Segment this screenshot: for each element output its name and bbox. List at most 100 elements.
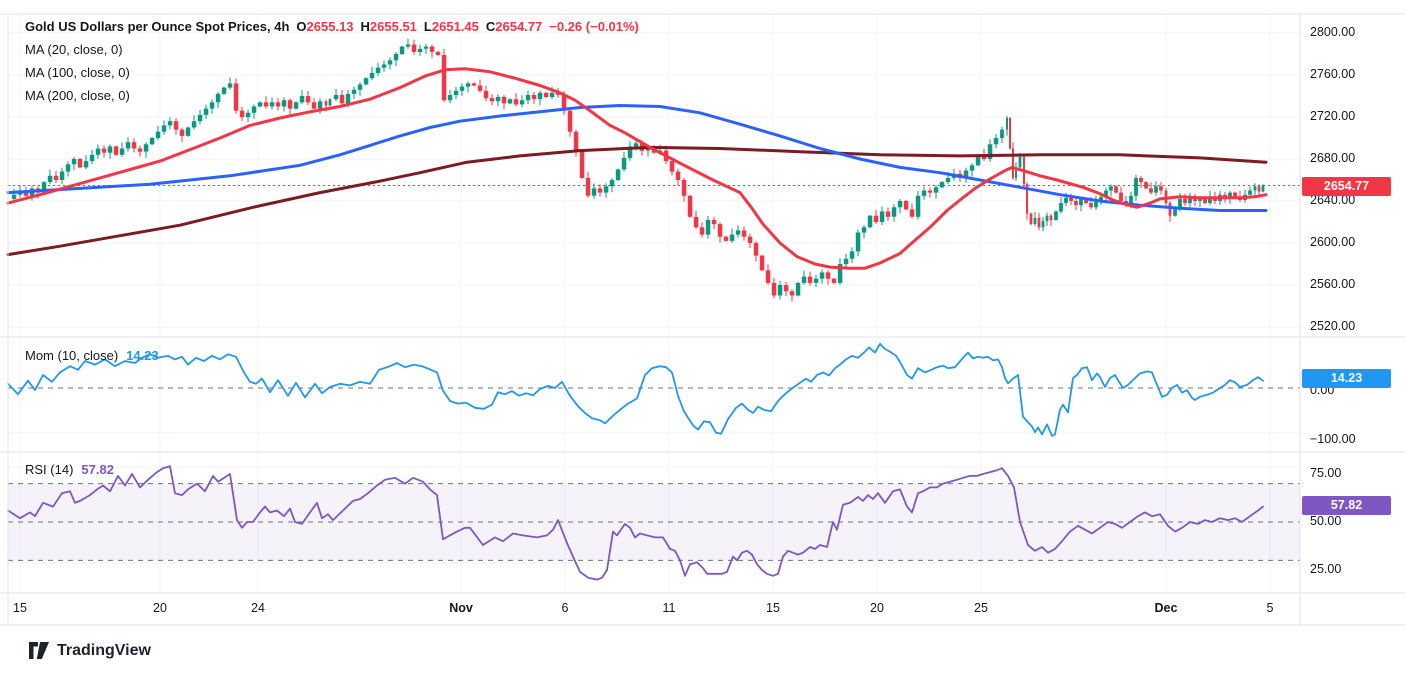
ohlc-open: O2655.13 — [296, 19, 354, 34]
candle-body — [561, 95, 567, 111]
candle-body — [1134, 177, 1138, 196]
time-axis-label[interactable]: 11 — [662, 601, 676, 615]
candle-body — [131, 142, 137, 149]
candle-body — [891, 207, 897, 217]
candle-body — [209, 102, 215, 109]
candle-body — [831, 278, 837, 283]
candle-body — [275, 102, 281, 107]
candle-body — [1178, 198, 1182, 210]
candle-body — [585, 177, 591, 196]
time-axis-label[interactable]: Nov — [449, 601, 473, 615]
tradingview-attribution[interactable]: TradingView — [28, 641, 151, 660]
candle-body — [459, 86, 465, 91]
momentum-legend-row[interactable]: Mom (10, close) 14.23 — [25, 348, 159, 363]
candle-body — [747, 236, 753, 243]
candle-body — [837, 264, 843, 283]
candle-body — [173, 121, 179, 130]
candle-body — [963, 170, 969, 178]
candle-body — [1026, 184, 1028, 214]
candle-body — [687, 195, 693, 217]
price-axis-label: 2720.00 — [1310, 109, 1356, 123]
candle-body — [783, 285, 789, 292]
candle-body — [1059, 203, 1063, 212]
symbol-legend-row[interactable]: Gold US Dollars per Ounce Spot Prices, 4… — [25, 15, 639, 38]
candle-body — [149, 138, 155, 145]
candle-body — [375, 67, 381, 73]
rsi-line[interactable] — [7, 465, 1264, 581]
candle-body — [555, 92, 561, 95]
candle-body — [185, 127, 191, 136]
candle-body — [1064, 197, 1068, 204]
candle-body — [233, 83, 239, 111]
ma20-line[interactable] — [6, 67, 1268, 270]
candle-body — [1012, 148, 1014, 178]
candle-body — [543, 92, 549, 97]
candle-body — [495, 97, 501, 102]
time-axis-label[interactable]: 25 — [974, 601, 988, 615]
candle-body — [453, 90, 459, 95]
candle-body — [1183, 198, 1187, 204]
momentum-line[interactable] — [7, 342, 1264, 437]
candle-body — [245, 112, 251, 117]
ma200-line[interactable] — [6, 145, 1268, 257]
candle-body — [1037, 217, 1041, 228]
candle-body — [1198, 198, 1202, 201]
candle-body — [801, 276, 807, 283]
candle-body — [729, 234, 735, 241]
candle-body — [197, 114, 203, 122]
candle-body — [825, 272, 831, 279]
candle-body — [717, 224, 723, 237]
candle-body — [483, 90, 489, 99]
price-axis-label: 2680.00 — [1310, 151, 1356, 165]
ma100-line[interactable] — [6, 104, 1268, 212]
candle-body — [1203, 198, 1207, 204]
candle-body — [849, 251, 855, 259]
time-axis-label[interactable]: 5 — [1266, 601, 1274, 615]
time-axis-label[interactable]: 20 — [870, 601, 884, 615]
candle-body — [693, 216, 699, 228]
ma200-legend-row[interactable]: MA (200, close, 0) — [25, 88, 130, 103]
candle-body — [525, 95, 531, 101]
candle-body — [399, 46, 405, 54]
candle-body — [429, 46, 435, 52]
ma100-legend-row[interactable]: MA (100, close, 0) — [25, 65, 130, 80]
time-axis-label[interactable]: 20 — [153, 601, 167, 615]
candle-body — [507, 99, 513, 104]
candle-body — [921, 190, 927, 196]
candle-body — [897, 201, 903, 208]
price-pane-legend: Gold US Dollars per Ounce Spot Prices, 4… — [25, 15, 639, 107]
candle-body — [855, 232, 861, 252]
time-axis-label[interactable]: 15 — [13, 601, 27, 615]
candle-body — [107, 146, 113, 153]
candle-body — [215, 93, 221, 103]
candle-body — [675, 171, 681, 180]
candle-body — [1045, 215, 1049, 221]
candle-body — [1149, 188, 1153, 193]
candle-body — [1104, 190, 1108, 197]
candle-body — [1233, 192, 1237, 197]
candle-body — [1119, 192, 1123, 201]
tradingview-logo-text: TradingView — [57, 641, 151, 659]
candle-body — [287, 100, 293, 109]
candle-body — [1074, 201, 1078, 206]
candle-body — [333, 95, 339, 100]
time-axis-label[interactable]: 6 — [561, 601, 569, 615]
candlestick-series[interactable] — [11, 38, 1265, 302]
candle-body — [867, 215, 873, 228]
candle-body — [59, 171, 65, 180]
candle-body — [339, 95, 345, 104]
price-axis-label: 2600.00 — [1310, 235, 1356, 249]
time-axis-label[interactable]: Dec — [1154, 601, 1178, 615]
time-axis-label[interactable]: 15 — [766, 601, 780, 615]
candle-body — [1054, 211, 1058, 220]
time-axis-label[interactable]: 24 — [251, 601, 265, 615]
ma20-legend-row[interactable]: MA (20, close, 0) — [25, 42, 123, 57]
candle-body — [903, 201, 909, 210]
candle-body — [83, 161, 89, 168]
rsi-legend-value: 57.82 — [81, 462, 114, 477]
candle-body — [597, 188, 603, 193]
candle-body — [789, 291, 795, 296]
rsi-legend-row[interactable]: RSI (14) 57.82 — [25, 462, 114, 477]
candle-body — [969, 165, 975, 171]
